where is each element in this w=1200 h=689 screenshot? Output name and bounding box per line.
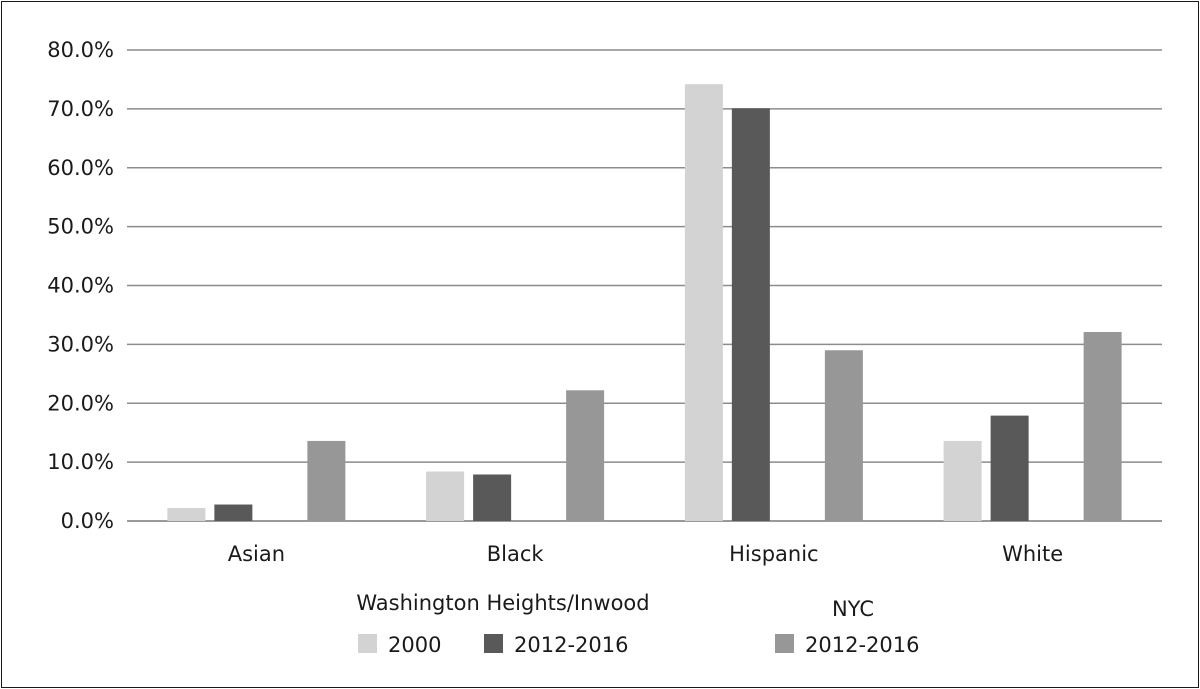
bar bbox=[731, 108, 770, 521]
legend-swatch bbox=[775, 634, 794, 653]
y-tick-label: 50.0% bbox=[47, 215, 114, 239]
legend-group-title: Washington Heights/Inwood bbox=[356, 591, 649, 615]
x-tick-label: Hispanic bbox=[729, 542, 818, 566]
bar bbox=[214, 504, 253, 521]
legend-label: 2012-2016 bbox=[805, 633, 919, 657]
legend-swatch bbox=[358, 634, 377, 653]
legend-group-title: NYC bbox=[832, 597, 874, 621]
bar bbox=[1083, 332, 1122, 521]
y-tick-label: 80.0% bbox=[47, 38, 114, 62]
legend-label: 2012-2016 bbox=[514, 633, 628, 657]
gridlines bbox=[127, 49, 1162, 522]
legend: Washington Heights/Inwood NYC 2000 2012-201… bbox=[356, 591, 919, 657]
x-tick-label: Black bbox=[487, 542, 545, 566]
bar bbox=[684, 84, 723, 522]
bar bbox=[473, 474, 512, 521]
x-tick-label: Asian bbox=[228, 542, 285, 566]
bar bbox=[943, 440, 982, 521]
bar bbox=[566, 390, 605, 521]
bar bbox=[307, 440, 346, 521]
y-tick-label: 0.0% bbox=[61, 509, 114, 533]
y-axis-ticks: 0.0% 10.0% 20.0% 30.0% 40.0% 50.0% 60.0% 70.0% 8… bbox=[47, 38, 114, 533]
y-tick-label: 30.0% bbox=[47, 332, 114, 356]
x-axis-categories: Asian Black Hispanic White bbox=[228, 542, 1063, 566]
y-tick-label: 20.0% bbox=[47, 391, 114, 415]
y-tick-label: 40.0% bbox=[47, 274, 114, 298]
y-tick-label: 60.0% bbox=[47, 156, 114, 180]
legend-label: 2000 bbox=[388, 633, 441, 657]
bar bbox=[824, 350, 863, 521]
legend-swatch bbox=[484, 634, 503, 653]
bar bbox=[426, 471, 465, 521]
bar bbox=[990, 415, 1029, 521]
bar bbox=[167, 508, 206, 521]
y-tick-label: 10.0% bbox=[47, 450, 114, 474]
bars bbox=[167, 84, 1122, 522]
y-tick-label: 70.0% bbox=[47, 97, 114, 121]
x-tick-label: White bbox=[1002, 542, 1063, 566]
